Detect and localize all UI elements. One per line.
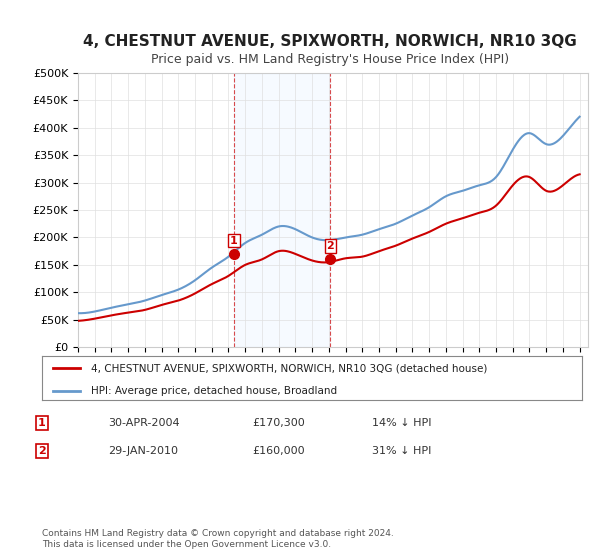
Bar [234, 73, 330, 347]
Text: 4, CHESTNUT AVENUE, SPIXWORTH, NORWICH, NR10 3QG (detached house): 4, CHESTNUT AVENUE, SPIXWORTH, NORWICH, … [91, 363, 487, 373]
Text: £170,300: £170,300 [252, 418, 305, 428]
Text: 2: 2 [326, 241, 334, 251]
Text: £160,000: £160,000 [252, 446, 305, 456]
Text: 14% ↓ HPI: 14% ↓ HPI [372, 418, 431, 428]
Text: 1: 1 [230, 236, 238, 245]
Text: HPI: Average price, detached house, Broadland: HPI: Average price, detached house, Broa… [91, 385, 337, 395]
Text: 31% ↓ HPI: 31% ↓ HPI [372, 446, 431, 456]
Text: Price paid vs. HM Land Registry's House Price Index (HPI): Price paid vs. HM Land Registry's House … [151, 53, 509, 66]
Text: 4, CHESTNUT AVENUE, SPIXWORTH, NORWICH, NR10 3QG (detached house): 4, CHESTNUT AVENUE, SPIXWORTH, NORWICH, … [85, 369, 482, 379]
Text: 30-APR-2004: 30-APR-2004 [108, 418, 179, 428]
Text: 29-JAN-2010: 29-JAN-2010 [108, 446, 178, 456]
Text: 4, CHESTNUT AVENUE, SPIXWORTH, NORWICH, NR10 3QG: 4, CHESTNUT AVENUE, SPIXWORTH, NORWICH, … [83, 34, 577, 49]
Text: 1: 1 [38, 418, 46, 428]
Text: HPI: Average price, detached house, Broadland: HPI: Average price, detached house, Broa… [85, 391, 331, 402]
Text: Contains HM Land Registry data © Crown copyright and database right 2024.
This d: Contains HM Land Registry data © Crown c… [42, 529, 394, 549]
Text: 2: 2 [38, 446, 46, 456]
